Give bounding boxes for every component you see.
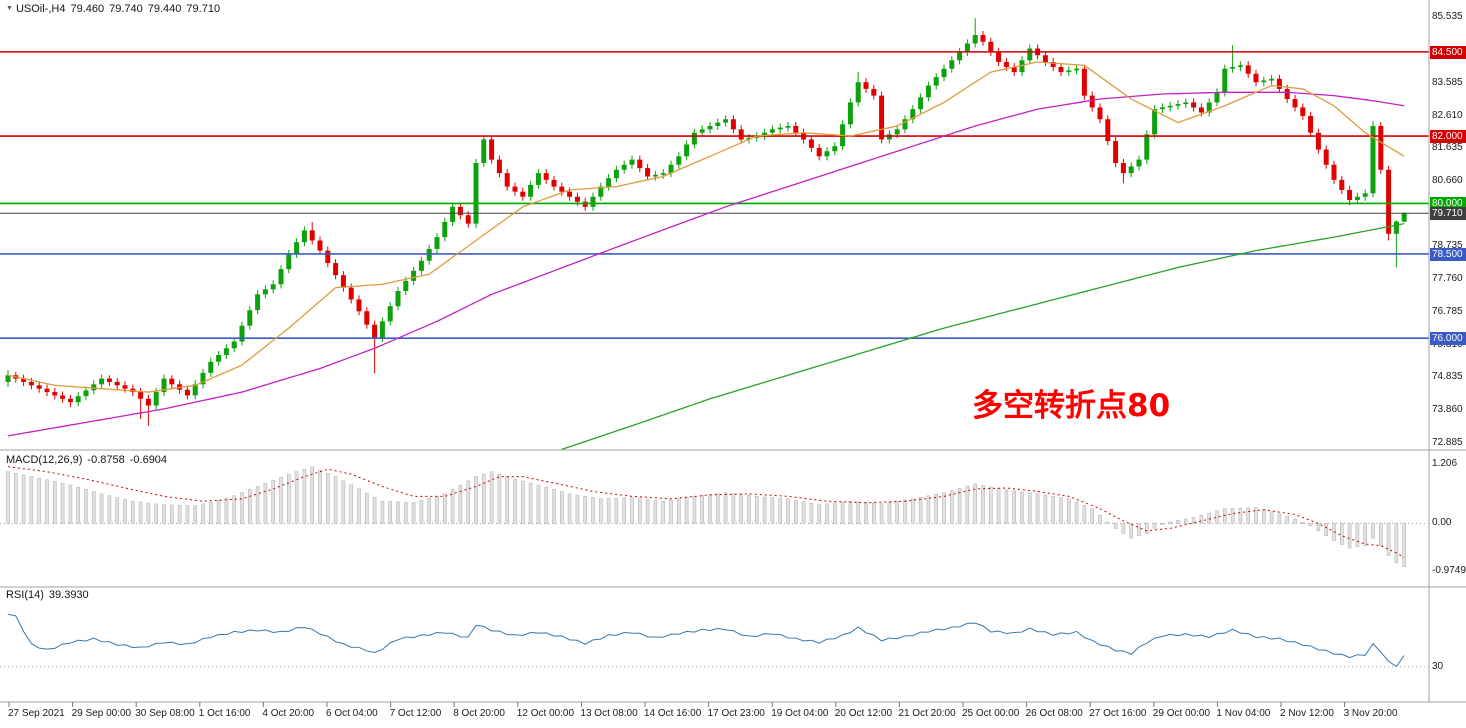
time-axis-label: 7 Oct 12:00 xyxy=(389,708,442,719)
price-tick-label: 85.535 xyxy=(1432,11,1463,22)
price-level-label: 80.000 xyxy=(1430,197,1466,211)
price-axis[interactable]: 85.535 83.585 82.610 81.635 80.660 78.735 77.7… xyxy=(1430,0,1466,702)
time-axis-label: 19 Oct 04:00 xyxy=(771,708,829,719)
time-axis-label: 27 Sep 2021 xyxy=(8,708,65,719)
bar-close-value: 79.710 xyxy=(186,3,221,15)
collapse-indicator-icon[interactable]: ▼ xyxy=(6,5,13,12)
rsi-name: RSI(14) xyxy=(6,589,44,601)
time-axis-label: 30 Sep 08:00 xyxy=(135,708,195,719)
rsi-axis-label: 30 xyxy=(1432,660,1444,672)
time-axis-label: 8 Oct 20:00 xyxy=(453,708,505,719)
price-tick-label: 77.760 xyxy=(1432,272,1463,284)
time-axis-label: 27 Oct 16:00 xyxy=(1089,708,1147,719)
price-tick-label: 72.885 xyxy=(1432,437,1463,449)
price-tick-label: 74.835 xyxy=(1432,371,1463,383)
price-level-label: 76.000 xyxy=(1430,332,1466,346)
time-axis[interactable]: 27 Sep 2021 29 Sep 00:00 30 Sep 08:00 1 Oct… xyxy=(0,703,1466,728)
time-axis-label: 29 Oct 00:00 xyxy=(1152,708,1211,719)
time-axis-label: 1 Oct 16:00 xyxy=(198,708,251,719)
time-axis-label: 12 Oct 00:00 xyxy=(516,708,575,719)
macd-indicator-label: MACD(12,26,9) -0.8758 -0.6904 xyxy=(6,454,167,466)
price-tick-label: 73.860 xyxy=(1432,404,1463,416)
time-axis-label: 6 Oct 04:00 xyxy=(326,708,378,719)
chart-annotation: 多空转折点80 xyxy=(972,388,1171,424)
symbol-timeframe-label: USOil-,H4 xyxy=(15,3,66,15)
price-tick-label: 83.585 xyxy=(1432,76,1463,88)
rsi-value: 39.3930 xyxy=(48,589,89,601)
macd-axis-label: -0.9749 xyxy=(1432,565,1466,577)
macd-main-value: -0.8758 xyxy=(87,454,125,466)
price-level-label: 82.000 xyxy=(1430,130,1466,144)
time-axis-label: 26 Oct 08:00 xyxy=(1025,708,1083,719)
price-level-label: 84.500 xyxy=(1430,45,1466,59)
price-tick-label: 81.635 xyxy=(1432,142,1463,154)
chart-header: ▼ USOil-,H4 79.460 79.740 79.440 79.710 xyxy=(6,3,220,15)
bar-high-value: 79.740 xyxy=(109,3,143,15)
time-axis-label: 29 Sep 00:00 xyxy=(71,708,132,719)
macd-name: MACD(12,26,9) xyxy=(6,454,83,466)
time-axis-label: 4 Oct 20:00 xyxy=(262,708,315,719)
price-tick-label: 78.735 xyxy=(1432,240,1463,252)
macd-signal-value: -0.6904 xyxy=(129,454,168,466)
time-axis-label: 21 Oct 20:00 xyxy=(898,708,956,719)
time-axis-label: 20 Oct 12:00 xyxy=(834,708,893,719)
time-axis-label: 13 Oct 08:00 xyxy=(580,708,638,719)
time-axis-label: 25 Oct 00:00 xyxy=(962,708,1020,719)
macd-axis-label: 0.00 xyxy=(1432,517,1452,529)
time-axis-label: 2 Nov 12:00 xyxy=(1280,708,1334,719)
time-axis-label: 14 Oct 16:00 xyxy=(644,708,702,719)
bar-open-value: 79.460 xyxy=(70,3,105,15)
price-level-label: 78.500 xyxy=(1430,247,1466,261)
time-axis-label: 3 Nov 20:00 xyxy=(1343,708,1398,719)
price-tick-label: 80.660 xyxy=(1432,175,1463,187)
macd-axis-label: 1.206 xyxy=(1432,458,1458,470)
rsi-indicator-label: RSI(14) 39.3930 xyxy=(6,589,89,601)
time-axis-label: 17 Oct 23:00 xyxy=(707,708,765,719)
price-tick-label: 76.785 xyxy=(1432,305,1463,317)
current-price-label: 79.710 xyxy=(1430,207,1466,221)
price-tick-label: 82.610 xyxy=(1432,109,1463,121)
bar-low-value: 79.440 xyxy=(147,3,182,15)
time-axis-label: 1 Nov 04:00 xyxy=(1216,708,1271,719)
